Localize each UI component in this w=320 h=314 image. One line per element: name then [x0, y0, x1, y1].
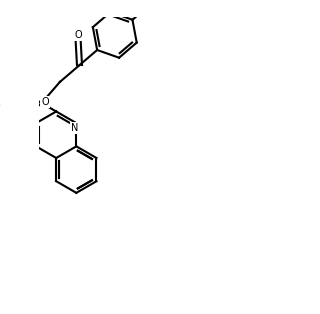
Text: N: N [71, 123, 79, 133]
Text: O: O [41, 96, 49, 106]
Text: O: O [74, 30, 82, 40]
